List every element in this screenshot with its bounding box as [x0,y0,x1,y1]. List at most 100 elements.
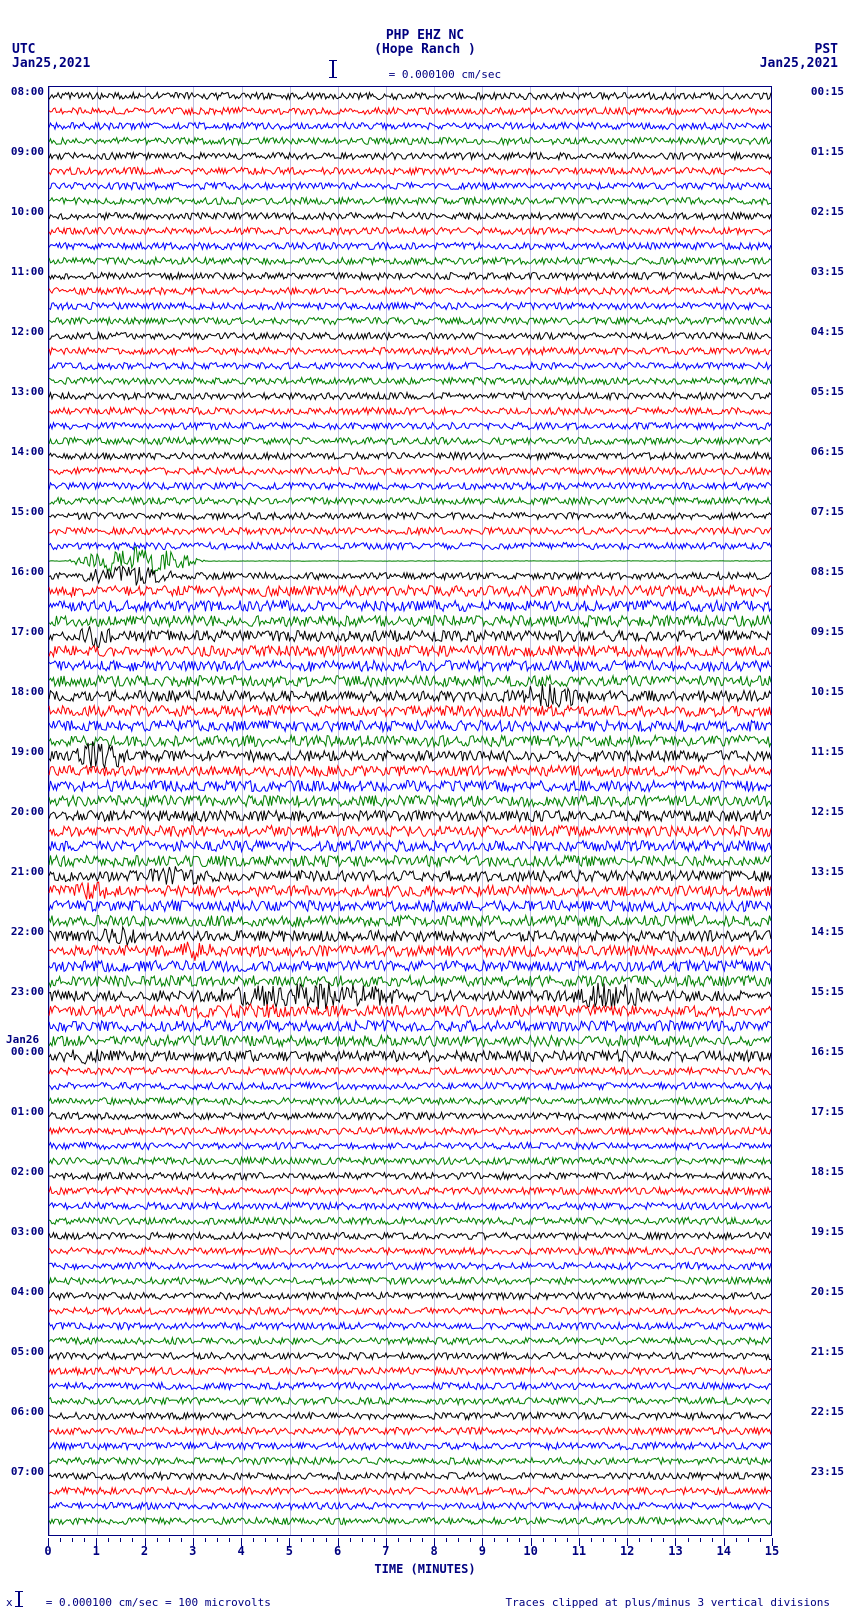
tz-left-label: UTC [12,42,35,57]
seismic-trace [49,1097,771,1105]
x-tick-minor [591,1538,592,1542]
x-tick-label: 6 [334,1544,341,1558]
seismic-trace [49,932,771,940]
seismic-trace [49,992,771,1000]
seismic-trace [49,722,771,730]
x-tick-label: 12 [620,1544,634,1558]
station-location-subtitle: (Hope Ranch ) [0,42,850,57]
pst-hour-label: 05:15 [811,385,844,398]
x-tick-minor [108,1538,109,1542]
seismic-trace [49,797,771,805]
seismic-trace [49,1172,771,1180]
utc-hour-label: 20:00 [6,805,44,818]
x-tick-minor [663,1538,664,1542]
x-tick-minor [313,1538,314,1542]
x-tick-minor [651,1538,652,1542]
seismic-trace [49,1262,771,1270]
seismic-trace [49,767,771,775]
pst-hour-label: 21:15 [811,1345,844,1358]
utc-hour-label: 03:00 [6,1225,44,1238]
x-tick-label: 0 [44,1544,51,1558]
seismic-trace [49,902,771,910]
x-tick-minor [494,1538,495,1542]
x-tick-label: 10 [523,1544,537,1558]
x-tick-minor [350,1538,351,1542]
pst-hour-label: 23:15 [811,1465,844,1478]
seismic-trace [49,587,771,595]
seismic-trace [49,1382,771,1390]
seismic-trace [49,1187,771,1195]
seismic-trace [49,1052,771,1060]
x-tick-minor [229,1538,230,1542]
seismic-trace [49,1007,771,1015]
seismic-trace [49,1157,771,1165]
x-tick-minor [603,1538,604,1542]
seismic-trace [49,332,771,340]
seismic-trace [49,1442,771,1450]
seismic-trace [49,347,771,355]
x-tick-minor [398,1538,399,1542]
seismic-trace [49,272,771,280]
seismic-trace [49,1022,771,1030]
x-tick-minor [157,1538,158,1542]
seismic-trace [49,437,771,445]
seismic-trace [49,1427,771,1435]
x-tick-minor [543,1538,544,1542]
x-tick-label: 7 [382,1544,389,1558]
x-tick-minor [301,1538,302,1542]
seismic-trace [49,122,771,130]
utc-hour-label: 02:00 [6,1165,44,1178]
x-tick-minor [470,1538,471,1542]
pst-hour-label: 20:15 [811,1285,844,1298]
seismic-trace [49,392,771,400]
utc-hour-label: 10:00 [6,205,44,218]
seismic-trace [49,887,771,895]
pst-hour-label: 11:15 [811,745,844,758]
x-tick-minor [132,1538,133,1542]
seismic-trace [49,92,771,100]
seismic-trace [49,467,771,475]
seismic-trace [49,1037,771,1045]
pst-hour-label: 07:15 [811,505,844,518]
pst-hour-label: 09:15 [811,625,844,638]
tz-right-label: PST [815,42,838,57]
seismic-trace [49,317,771,325]
pst-hour-label: 02:15 [811,205,844,218]
seismic-trace [49,542,771,550]
x-tick-minor [72,1538,73,1542]
x-tick-label: 13 [668,1544,682,1558]
seismic-trace [49,1232,771,1240]
x-tick-minor [712,1538,713,1542]
seismic-trace [49,152,771,160]
x-tick-minor [205,1538,206,1542]
x-tick-minor [120,1538,121,1542]
seismic-trace [49,872,771,880]
x-tick-minor [362,1538,363,1542]
x-tick-minor [567,1538,568,1542]
x-tick-minor [277,1538,278,1542]
x-tick-minor [748,1538,749,1542]
pst-hour-label: 12:15 [811,805,844,818]
x-tick-minor [422,1538,423,1542]
utc-hour-label: 08:00 [6,85,44,98]
seismic-trace [49,257,771,265]
utc-hour-label: 11:00 [6,265,44,278]
x-tick-minor [688,1538,689,1542]
x-axis-ticks: 0123456789101112131415 [48,1538,772,1548]
seismic-trace [49,812,771,820]
seismic-trace [49,842,771,850]
seismic-trace [49,107,771,115]
x-tick-label: 2 [141,1544,148,1558]
utc-hour-label: 01:00 [6,1105,44,1118]
gridline-v [771,87,772,1535]
x-tick-minor [615,1538,616,1542]
seismic-trace [49,137,771,145]
utc-hour-label: 12:00 [6,325,44,338]
seismic-trace [49,422,771,430]
seismic-trace [49,602,771,610]
utc-hour-label: 05:00 [6,1345,44,1358]
utc-hour-label: 13:00 [6,385,44,398]
seismic-trace [49,917,771,925]
x-tick-minor [736,1538,737,1542]
seismic-trace [49,707,771,715]
